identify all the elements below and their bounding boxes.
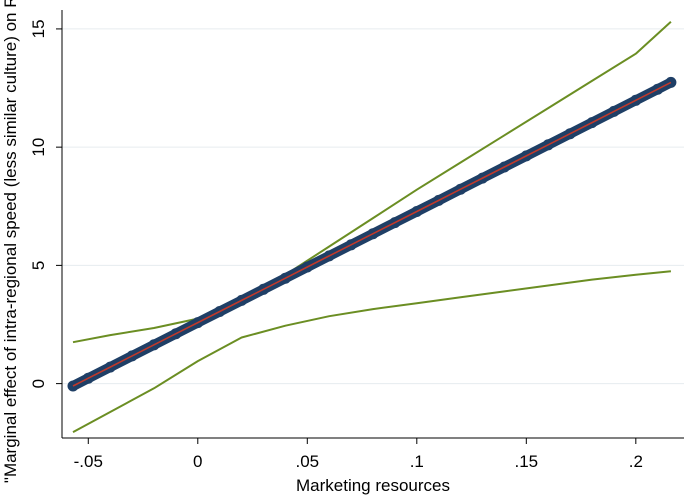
y-tick-label-2: 10 bbox=[29, 138, 48, 157]
y-axis-ticks: 0 5 10 15 bbox=[29, 19, 62, 388]
upper-confidence-bound-line bbox=[72, 21, 672, 344]
x-axis-ticks: -.05 0 .05 .1 .15 .2 bbox=[74, 438, 643, 471]
y-tick-label-0: 0 bbox=[29, 379, 48, 388]
y-tick-label-1: 5 bbox=[29, 261, 48, 270]
x-tick-label-1: 0 bbox=[193, 452, 202, 471]
lower-confidence-bound-line bbox=[72, 270, 671, 433]
marginal-effect-fit-line bbox=[72, 81, 672, 387]
x-tick-label-3: .1 bbox=[410, 452, 424, 471]
x-tick-label-2: .05 bbox=[295, 452, 319, 471]
fit-line-group bbox=[72, 81, 672, 387]
gridlines bbox=[62, 28, 684, 385]
x-tick-label-5: .2 bbox=[629, 452, 643, 471]
y-tick-label-3: 15 bbox=[29, 19, 48, 38]
x-tick-label-0: -.05 bbox=[74, 452, 103, 471]
x-tick-label-4: .15 bbox=[514, 452, 538, 471]
confidence-bands bbox=[72, 21, 672, 433]
y-axis-title: "Marginal effect of intra-regional speed… bbox=[1, 0, 20, 483]
x-axis-title: Marketing resources bbox=[296, 476, 450, 495]
